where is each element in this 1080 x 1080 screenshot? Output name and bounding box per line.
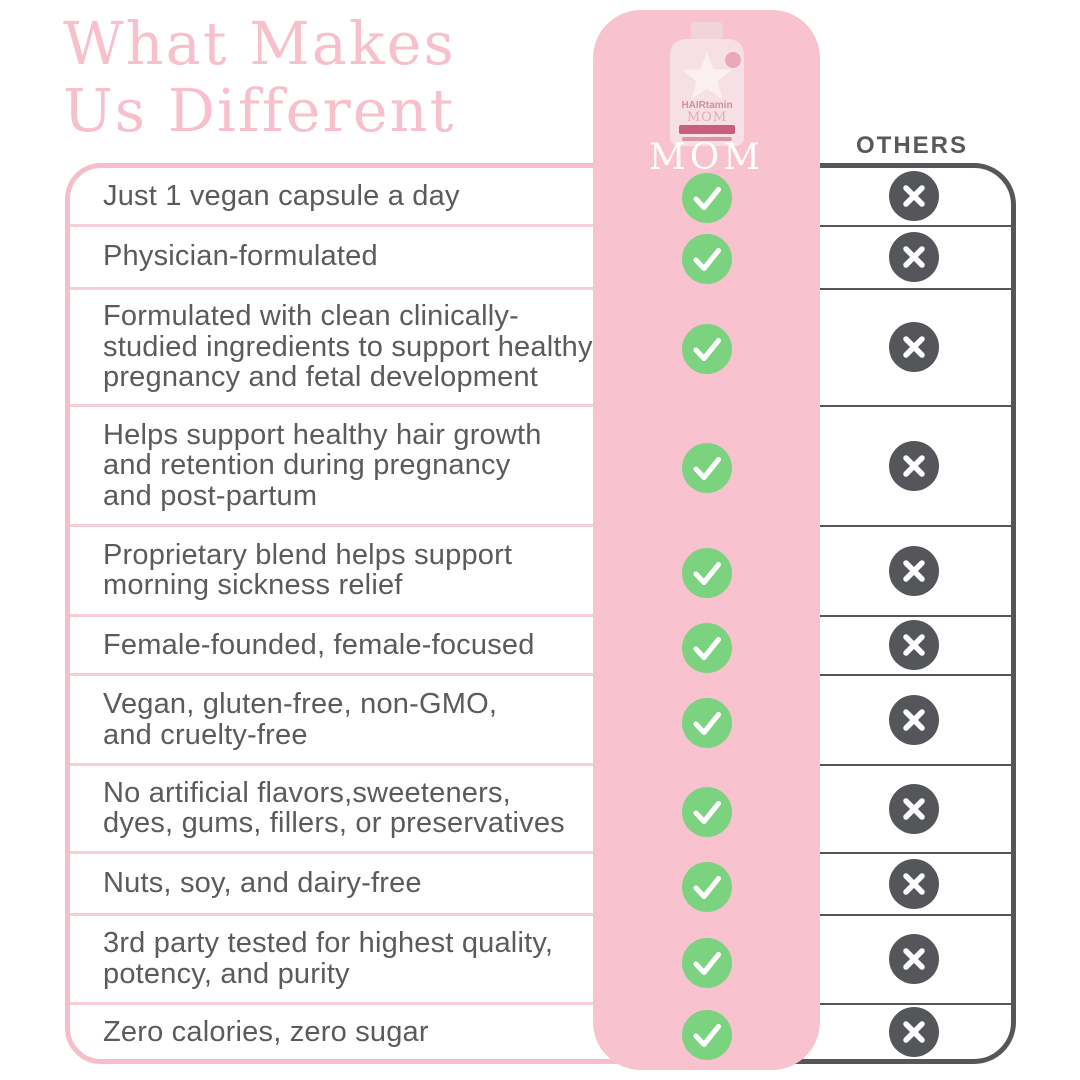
others-value-row	[743, 766, 1011, 854]
others-value-row	[743, 1005, 1011, 1059]
features-list: Just 1 vegan capsule a day Physician-form…	[70, 168, 705, 1059]
mom-value-row	[593, 768, 820, 856]
bottle-brand-text: HAIRtamin	[681, 100, 732, 111]
check-icon	[682, 623, 732, 673]
feature-text: Just 1 vegan capsule a day	[103, 179, 460, 212]
others-value-row	[743, 916, 1011, 1006]
bottle-label-band	[678, 125, 735, 134]
feature-row: Zero calories, zero sugar	[70, 1005, 705, 1059]
feature-text: No artificial flavors,sweeteners, dyes, …	[103, 776, 565, 840]
check-icon	[682, 938, 732, 988]
check-icon	[682, 787, 732, 837]
feature-row: Nuts, soy, and dairy-free	[70, 854, 705, 916]
bottle-product-name: MOM	[686, 110, 726, 125]
others-value-row	[743, 168, 1011, 227]
mom-values-list	[593, 168, 820, 1062]
feature-text: Formulated with clean clinically- studie…	[103, 300, 593, 394]
x-icon	[889, 171, 939, 222]
check-icon	[682, 233, 732, 284]
x-icon	[889, 1007, 939, 1058]
feature-row: Vegan, gluten-free, non-GMO, and cruelty…	[70, 676, 705, 766]
product-bottle-image: HAIRtamin MOM	[666, 22, 748, 151]
mom-value-row	[593, 528, 820, 618]
feature-row: Formulated with clean clinically- studie…	[70, 290, 705, 408]
feature-row: Just 1 vegan capsule a day	[70, 168, 705, 227]
check-icon	[682, 548, 732, 598]
page-title-line2: Us Different	[63, 76, 456, 145]
x-icon	[889, 858, 939, 909]
page-title-line1: What Makes	[63, 9, 456, 78]
others-value-row	[743, 407, 1011, 527]
others-value-row	[743, 290, 1011, 408]
x-icon	[889, 620, 939, 671]
bottle-star-graphic	[681, 52, 732, 99]
others-value-row	[743, 617, 1011, 677]
mom-value-row	[593, 227, 820, 290]
check-icon	[682, 172, 732, 223]
bottle-badge	[724, 52, 741, 68]
mom-column-header: MOM	[648, 137, 765, 178]
x-icon	[889, 441, 939, 491]
feature-text: Nuts, soy, and dairy-free	[103, 866, 422, 899]
mom-value-row	[593, 678, 820, 768]
feature-row: Female-founded, female-focused	[70, 617, 705, 677]
others-values-list	[743, 168, 1011, 1059]
x-icon	[889, 545, 939, 596]
mom-value-row	[593, 618, 820, 678]
feature-row: Proprietary blend helps support morning …	[70, 527, 705, 617]
bottle-label-subband	[681, 137, 732, 141]
others-value-row	[743, 227, 1011, 290]
x-icon	[889, 783, 939, 834]
feature-text: Female-founded, female-focused	[103, 628, 535, 661]
others-value-row	[743, 676, 1011, 766]
feature-row: Helps support healthy hair growth and re…	[70, 407, 705, 527]
others-value-row	[743, 854, 1011, 916]
check-icon	[682, 698, 732, 748]
bottle-cap	[690, 22, 723, 40]
x-icon	[889, 322, 939, 373]
mom-value-row	[593, 1008, 820, 1062]
feature-row: No artificial flavors,sweeteners, dyes, …	[70, 766, 705, 854]
mom-value-row	[593, 290, 820, 408]
x-icon	[889, 695, 939, 746]
feature-text: Physician-formulated	[103, 240, 378, 273]
feature-text: Vegan, gluten-free, non-GMO, and cruelty…	[103, 688, 498, 751]
mom-value-row	[593, 168, 820, 227]
feature-row: 3rd party tested for highest quality, po…	[70, 916, 705, 1006]
bottle-illustration: HAIRtamin MOM	[669, 22, 744, 146]
feature-text: 3rd party tested for highest quality, po…	[103, 927, 554, 990]
feature-text: Zero calories, zero sugar	[103, 1015, 429, 1048]
check-icon	[682, 443, 732, 493]
others-value-row	[743, 527, 1011, 617]
x-icon	[889, 934, 939, 985]
mom-column: HAIRtamin MOM MOM	[593, 10, 820, 1070]
feature-row: Physician-formulated	[70, 227, 705, 290]
check-icon	[682, 1010, 732, 1060]
mom-value-row	[593, 408, 820, 528]
check-icon	[682, 862, 732, 912]
mom-value-row	[593, 856, 820, 918]
mom-value-row	[593, 918, 820, 1008]
x-icon	[889, 232, 939, 283]
feature-text: Proprietary blend helps support morning …	[103, 538, 513, 602]
page-title: What Makes Us Different	[63, 10, 456, 144]
bottle-body	[669, 39, 744, 146]
check-icon	[682, 324, 732, 374]
others-column-header: OTHERS	[855, 132, 968, 159]
feature-text: Helps support healthy hair growth and re…	[103, 418, 542, 512]
